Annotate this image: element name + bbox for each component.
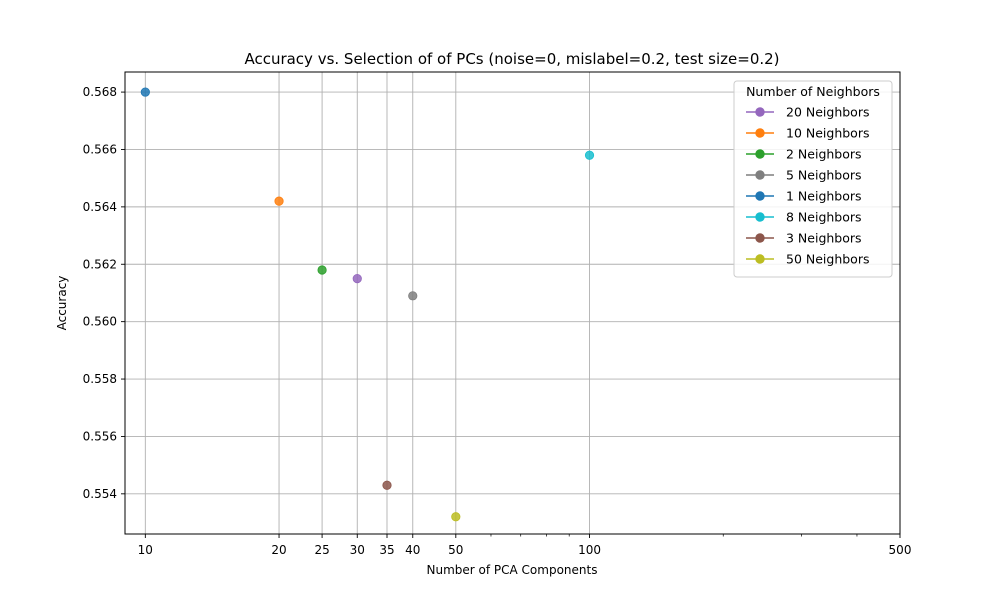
data-point bbox=[274, 196, 284, 206]
legend-label: 10 Neighbors bbox=[786, 126, 869, 141]
legend-marker bbox=[755, 233, 765, 243]
legend-marker bbox=[755, 149, 765, 159]
legend-label: 8 Neighbors bbox=[786, 210, 862, 225]
data-point bbox=[382, 480, 392, 490]
legend-marker bbox=[755, 191, 765, 201]
data-point bbox=[408, 291, 418, 301]
x-tick-label: 25 bbox=[314, 543, 329, 557]
x-tick-label: 10 bbox=[138, 543, 153, 557]
legend-marker bbox=[755, 128, 765, 138]
legend-label: 2 Neighbors bbox=[786, 147, 862, 162]
legend-box bbox=[733, 80, 893, 278]
legend-label: 5 Neighbors bbox=[786, 168, 862, 183]
legend-marker bbox=[755, 212, 765, 222]
data-point bbox=[584, 150, 595, 160]
y-axis-label: Accuracy bbox=[55, 276, 69, 331]
x-axis-label: Number of PCA Components bbox=[427, 563, 598, 577]
data-point bbox=[451, 512, 461, 522]
y-tick-label: 0.564 bbox=[83, 200, 117, 214]
y-tick-label: 0.558 bbox=[83, 372, 117, 386]
data-point bbox=[140, 87, 150, 97]
legend-marker bbox=[755, 170, 765, 180]
chart-title: Accuracy vs. Selection of of PCs (noise=… bbox=[244, 50, 779, 68]
legend-marker bbox=[755, 254, 765, 264]
legend-marker bbox=[755, 107, 765, 117]
legend-label: 20 Neighbors bbox=[786, 105, 869, 120]
y-tick-label: 0.568 bbox=[83, 85, 117, 99]
data-points bbox=[140, 87, 595, 522]
data-point bbox=[352, 274, 362, 284]
x-tick-label: 500 bbox=[889, 543, 912, 557]
legend: Number of Neighbors 20 Neighbors 10 Neighb… bbox=[733, 80, 893, 278]
data-point bbox=[317, 265, 327, 275]
x-tick-label: 35 bbox=[379, 543, 394, 557]
x-tick-label: 30 bbox=[350, 543, 365, 557]
plot-area-frame bbox=[124, 71, 901, 535]
legend-label: 3 Neighbors bbox=[786, 231, 862, 246]
legend-label: 50 Neighbors bbox=[786, 252, 869, 267]
legend-label: 1 Neighbors bbox=[786, 189, 862, 204]
x-axis-ticks: 10 20 25 30 35 40 50 100 500 bbox=[138, 534, 912, 557]
x-tick-label: 40 bbox=[405, 543, 420, 557]
y-tick-label: 0.566 bbox=[83, 142, 117, 156]
x-tick-label: 20 bbox=[271, 543, 286, 557]
y-tick-label: 0.556 bbox=[83, 429, 117, 443]
y-tick-label: 0.560 bbox=[83, 315, 117, 329]
x-tick-label: 50 bbox=[448, 543, 463, 557]
y-tick-label: 0.554 bbox=[83, 487, 117, 501]
y-axis-ticks: 0.554 0.556 0.558 0.560 0.562 0.564 0.566 0.568 bbox=[83, 85, 125, 501]
legend-title: Number of Neighbors bbox=[746, 84, 880, 99]
x-tick-label: 100 bbox=[578, 543, 601, 557]
y-tick-label: 0.562 bbox=[83, 257, 117, 271]
